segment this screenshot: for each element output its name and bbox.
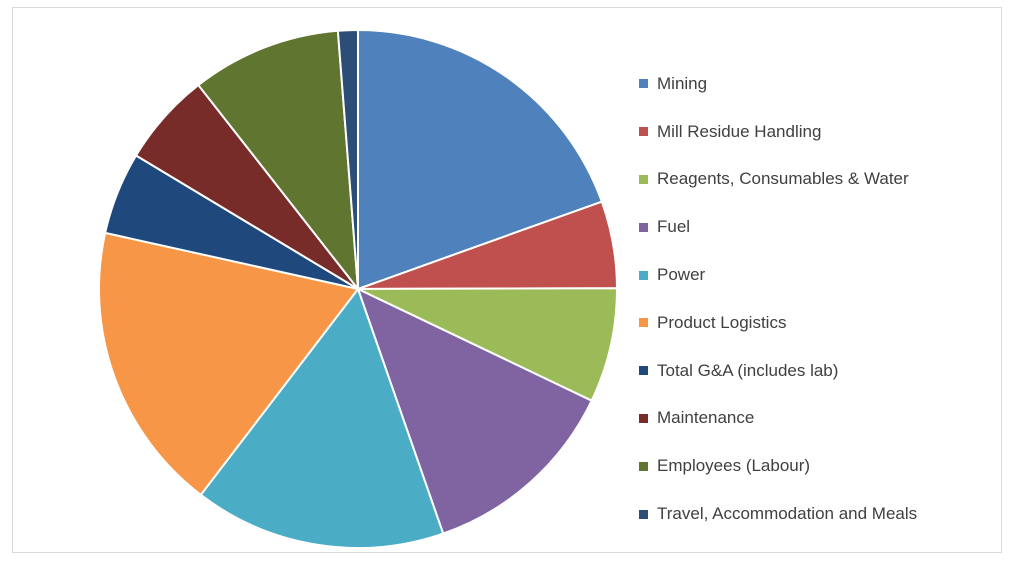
pie-slice-travel-accommodation-and-meals [336, 28, 359, 290]
legend: Mining Mill Residue Handling Reagents, Con… [639, 60, 917, 538]
legend-swatch [639, 461, 648, 471]
legend-swatch [639, 366, 648, 376]
legend-swatch [639, 318, 648, 328]
legend-item-mining: Mining [639, 60, 917, 108]
legend-item-fuel: Fuel [639, 203, 917, 251]
legend-item-employees-labour: Employees (Labour) [639, 442, 917, 490]
legend-item-mill-residue-handling: Mill Residue Handling [639, 108, 917, 156]
legend-swatch [639, 79, 648, 89]
legend-item-reagents-consumables-water: Reagents, Consumables & Water [639, 156, 917, 204]
legend-swatch [639, 509, 648, 519]
legend-label: Employees (Labour) [657, 456, 811, 476]
legend-label: Mill Residue Handling [657, 121, 822, 141]
pie-slice-power [199, 288, 445, 549]
legend-item-product-logistics: Product Logistics [639, 299, 917, 347]
pie-chart [98, 28, 619, 549]
legend-label: Total G&A (includes lab) [657, 360, 839, 380]
legend-item-maintenance: Maintenance [639, 395, 917, 443]
pie-slice-product-logistics [98, 231, 359, 496]
legend-item-power: Power [639, 251, 917, 299]
chart-area: Mining Mill Residue Handling Reagents, Con… [12, 7, 1002, 553]
legend-label: Product Logistics [657, 312, 787, 332]
pie-slice-reagents-consumables-water [357, 287, 619, 402]
legend-swatch [639, 222, 648, 232]
legend-swatch [639, 270, 648, 280]
legend-swatch [639, 174, 648, 184]
legend-label: Travel, Accommodation and Meals [657, 504, 918, 524]
legend-label: Reagents, Consumables & Water [657, 169, 909, 189]
pie-slice-employees-labour [197, 29, 359, 290]
pie-slice-mining [357, 29, 603, 290]
pie-slice-fuel [357, 288, 593, 535]
legend-swatch [639, 127, 648, 137]
legend-item-travel-accommodation-and-meals: Travel, Accommodation and Meals [639, 490, 917, 538]
legend-item-total-g-a-includes-lab: Total G&A (includes lab) [639, 347, 917, 395]
legend-label: Maintenance [657, 408, 755, 428]
legend-label: Mining [657, 73, 708, 93]
legend-label: Power [657, 265, 706, 285]
legend-swatch [639, 413, 648, 423]
legend-label: Fuel [657, 217, 691, 237]
